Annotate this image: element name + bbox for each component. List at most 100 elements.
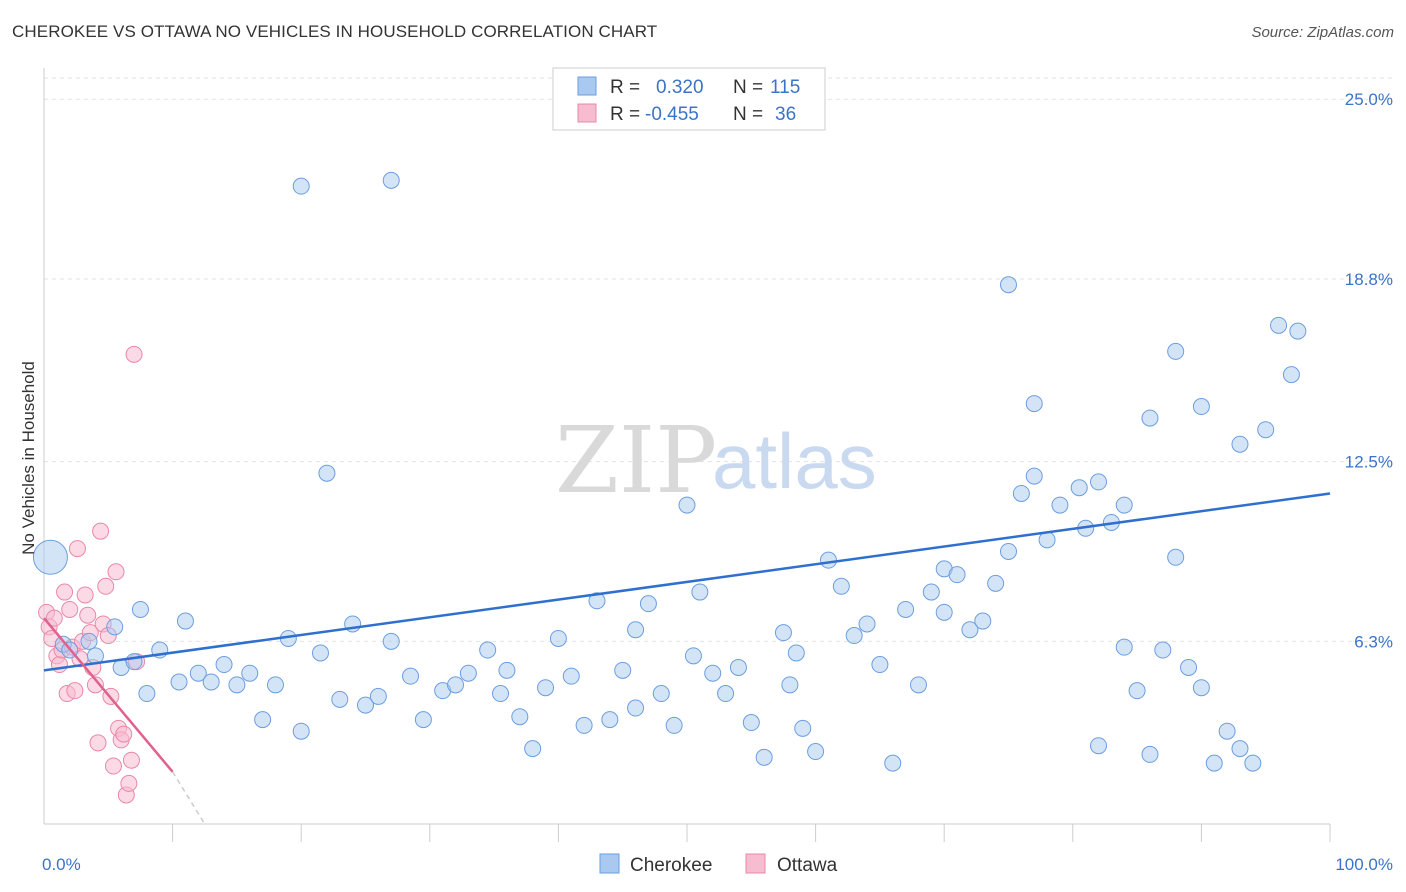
cherokee-point <box>858 615 876 633</box>
cherokee-point <box>382 632 400 650</box>
cherokee-point <box>241 664 259 682</box>
cherokee-point <box>549 629 567 647</box>
cherokee-point <box>1115 638 1133 656</box>
cherokee-point <box>639 595 657 613</box>
chart-title: CHEROKEE VS OTTAWA NO VEHICLES IN HOUSEH… <box>12 22 658 41</box>
cherokee-point <box>1282 366 1300 384</box>
cherokee-points <box>32 171 1307 772</box>
cherokee-point <box>215 656 233 674</box>
legend-n-value-ottawa: 36 <box>775 104 796 125</box>
legend: R = 0.320 N = 115 R = -0.455 N = 36 <box>552 67 826 131</box>
ottawa-point <box>115 725 133 743</box>
cherokee-point <box>1090 473 1108 491</box>
ottawa-point <box>120 774 138 792</box>
y-tick-labels: 6.3% 12.5% 18.8% 25.0% <box>1345 90 1393 651</box>
cherokee-point <box>106 618 124 636</box>
cherokee-point <box>414 711 432 729</box>
cherokee-point <box>774 624 792 642</box>
cherokee-point <box>479 641 497 659</box>
bottom-legend-ottawa: Ottawa <box>777 855 838 876</box>
cherokee-point <box>922 583 940 601</box>
cherokee-point <box>492 685 510 703</box>
ottawa-point <box>89 734 107 752</box>
cherokee-point <box>537 679 555 697</box>
cherokee-point <box>80 632 98 650</box>
cherokee-point <box>678 496 696 514</box>
ottawa-point <box>86 676 104 694</box>
watermark: ZIP atlas <box>555 407 877 514</box>
ottawa-point <box>66 682 84 700</box>
bottom-legend-swatch-cherokee <box>599 853 620 874</box>
cherokee-point <box>588 592 606 610</box>
cherokee-point <box>575 716 593 734</box>
cherokee-point <box>742 714 760 732</box>
cherokee-point <box>331 690 349 708</box>
cherokee-point <box>691 583 709 601</box>
legend-n-value-cherokee: 115 <box>770 77 800 98</box>
cherokee-point <box>884 754 902 772</box>
cherokee-point <box>292 722 310 740</box>
cherokee-point <box>1000 542 1017 560</box>
cherokee-point <box>704 664 722 682</box>
legend-r-value-cherokee: 0.320 <box>656 77 704 98</box>
cherokee-point <box>627 621 645 639</box>
cherokee-point <box>1025 467 1043 485</box>
legend-r-label-cherokee: R = <box>610 77 640 98</box>
cherokee-point <box>1270 316 1288 334</box>
cherokee-point <box>1090 737 1108 755</box>
cherokee-point <box>318 464 336 482</box>
cherokee-point <box>498 661 516 679</box>
cherokee-point <box>1167 342 1185 360</box>
cherokee-point <box>614 661 632 679</box>
cherokee-point <box>1231 740 1249 758</box>
ottawa-point <box>68 540 86 558</box>
cherokee-point <box>794 719 812 737</box>
source-label: Source: ZipAtlas.com <box>1251 24 1394 41</box>
cherokee-point <box>819 551 837 569</box>
ottawa-points <box>38 345 146 804</box>
cherokee-point <box>1180 658 1198 676</box>
cherokee-point <box>131 600 149 618</box>
ottawa-point <box>107 563 125 581</box>
cherokee-point <box>1244 754 1262 772</box>
legend-swatch-ottawa <box>577 103 597 123</box>
cherokee-point <box>935 603 953 621</box>
cherokee-point <box>1070 479 1088 497</box>
cherokee-point <box>948 566 966 584</box>
cherokee-point <box>909 676 927 694</box>
cherokee-point <box>1231 435 1249 453</box>
y-tick-label: 12.5% <box>1345 453 1393 472</box>
cherokee-point <box>807 743 825 761</box>
legend-n-label-ottawa: N = <box>733 104 763 125</box>
cherokee-point <box>447 676 465 694</box>
cherokee-point <box>311 644 329 662</box>
cherokee-point <box>1205 754 1223 772</box>
legend-r-label-ottawa: R = <box>610 104 640 125</box>
cherokee-point <box>292 177 310 195</box>
cherokee-point <box>832 577 850 595</box>
cherokee-point <box>787 644 805 662</box>
y-tick-label: 25.0% <box>1345 90 1393 109</box>
ottawa-point <box>92 522 110 540</box>
cherokee-point <box>266 676 284 694</box>
cherokee-point <box>511 708 529 726</box>
grid-lines <box>44 77 1395 642</box>
cherokee-point <box>845 627 863 645</box>
ottawa-point <box>125 345 143 363</box>
cherokee-point <box>254 711 272 729</box>
ottawa-point <box>104 757 122 775</box>
cherokee-point <box>1218 722 1236 740</box>
ottawa-point <box>56 583 74 601</box>
cherokee-point <box>369 687 387 705</box>
x-tick-label: 0.0% <box>42 855 81 874</box>
ottawa-point <box>79 606 97 624</box>
cherokee-point <box>382 171 400 189</box>
cherokee-point <box>684 647 702 665</box>
cherokee-point <box>228 676 246 694</box>
cherokee-point <box>1012 484 1030 502</box>
cherokee-point <box>665 716 683 734</box>
legend-swatch-cherokee <box>577 76 597 96</box>
y-tick-label: 18.8% <box>1345 270 1393 289</box>
legend-r-value-ottawa: -0.455 <box>645 104 699 125</box>
cherokee-point <box>974 612 992 630</box>
